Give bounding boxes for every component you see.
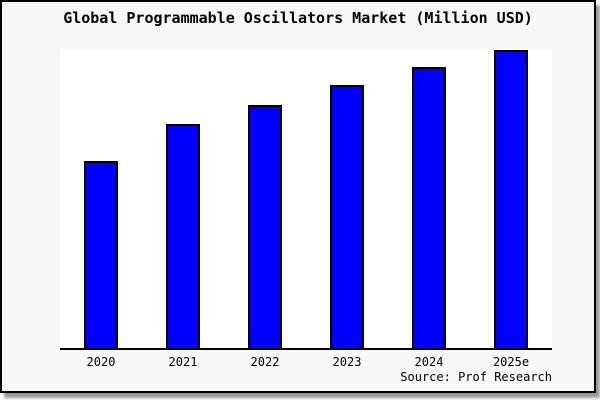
x-tick-label-2025e: 2025e xyxy=(492,355,530,369)
plot-area xyxy=(60,50,552,350)
x-axis-tick-labels: 2020 2021 2022 2023 2024 2025e xyxy=(60,355,552,371)
bar-2021 xyxy=(166,124,200,348)
bar-2024 xyxy=(412,67,446,348)
x-tick-label-2022: 2022 xyxy=(250,355,280,369)
x-tick-label-2023: 2023 xyxy=(332,355,362,369)
chart-title: Global Programmable Oscillators Market (… xyxy=(63,9,533,27)
x-tick-label-2020: 2020 xyxy=(86,355,116,369)
bar-2022 xyxy=(248,105,282,348)
bar-2023 xyxy=(330,85,364,348)
bar-2025e xyxy=(494,50,528,348)
x-tick-label-2024: 2024 xyxy=(414,355,444,369)
x-tick-label-2021: 2021 xyxy=(168,355,198,369)
source-note: Source: Prof Research xyxy=(400,370,552,384)
bar-2020 xyxy=(84,161,118,348)
chart-panel: Global Programmable Oscillators Market (… xyxy=(0,0,596,393)
